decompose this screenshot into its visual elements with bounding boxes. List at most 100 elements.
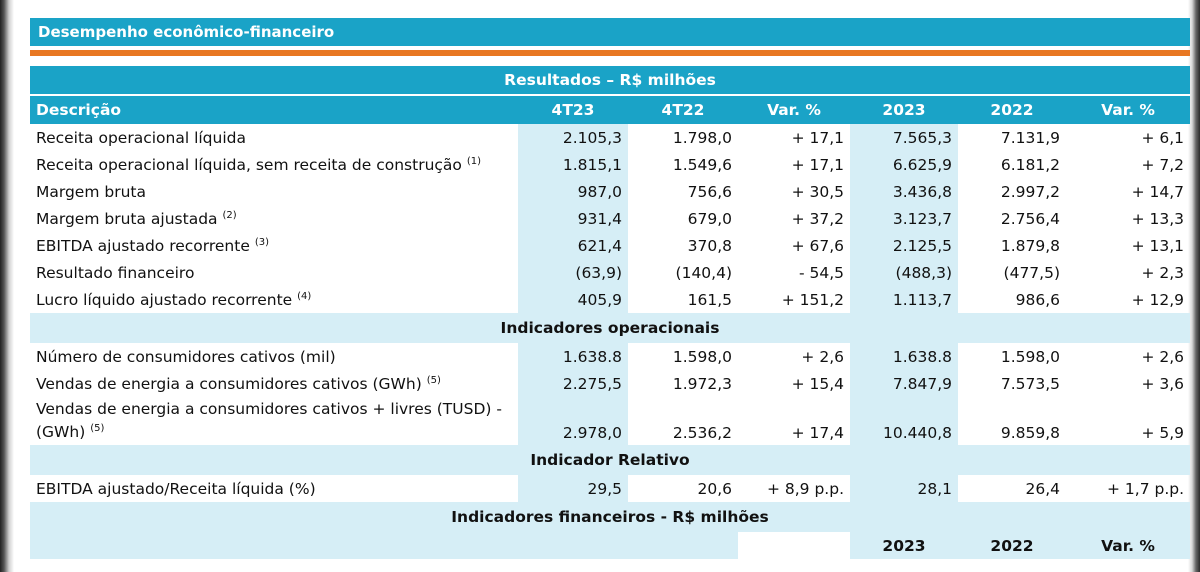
value-4t22: 370,8 bbox=[687, 236, 732, 255]
column-header-2023: 2023 bbox=[850, 96, 958, 124]
value-var-year: + 14,7 bbox=[1131, 182, 1185, 201]
row-label-cell: Vendas de energia a consumidores cativos… bbox=[30, 370, 518, 397]
operational-indicators-title: Indicadores operacionais bbox=[30, 313, 1191, 343]
value-2022: 7.131,9 bbox=[1000, 128, 1060, 147]
table-title-row: Resultados – R$ milhões bbox=[30, 66, 1191, 96]
value-var-quarter: + 15,4 bbox=[791, 374, 844, 393]
value-var-quarter: + 151,2 bbox=[781, 290, 844, 309]
column-header-var-year: Var. % bbox=[1066, 96, 1191, 124]
value-var-quarter: + 2,6 bbox=[801, 347, 844, 366]
row-label-cell: Margem bruta ajustada (2) bbox=[30, 205, 518, 232]
value-2022: 2.756,4 bbox=[1000, 209, 1060, 228]
value-4t23: 987,0 bbox=[518, 178, 628, 205]
value-2023: 7.565,3 bbox=[850, 124, 958, 151]
value-var-year: + 13,3 bbox=[1131, 209, 1185, 228]
footnote-marker: (2) bbox=[222, 209, 237, 221]
row-label: EBITDA ajustado recorrente bbox=[36, 236, 250, 255]
table-row: Margem bruta 987,0 756,6 + 30,5 3.436,8 2.997… bbox=[30, 178, 1190, 205]
value-var-quarter: + 30,5 bbox=[791, 182, 844, 201]
value-2023: 1.638.8 bbox=[850, 343, 958, 370]
financial-header-2022: 2022 bbox=[958, 532, 1066, 559]
table-row: Lucro líquido ajustado recorrente (4) 405… bbox=[30, 286, 1190, 313]
table-row: Receita operacional líquida 2.105,3 1.798,… bbox=[30, 124, 1190, 151]
value-4t22: 756,6 bbox=[687, 182, 732, 201]
financial-indicators-title: Indicadores financeiros - R$ milhões bbox=[30, 502, 1191, 532]
relative-indicator-title-row: Indicador Relativo bbox=[30, 445, 1191, 475]
value-4t23: 621,4 bbox=[518, 232, 628, 259]
value-2022: 1.598,0 bbox=[1000, 347, 1060, 366]
value-var-year: + 7,2 bbox=[1141, 155, 1185, 174]
value-4t23: 405,9 bbox=[518, 286, 628, 313]
row-label-cell: Vendas de energia a consumidores cativos… bbox=[30, 397, 518, 445]
value-var-year: + 12,9 bbox=[1131, 290, 1185, 309]
row-label-cell: Número de consumidores cativos (mil) bbox=[30, 343, 518, 370]
table-row: Resultado financeiro (63,9) (140,4) - 54,5 (… bbox=[30, 259, 1190, 286]
value-var-year: + 2,6 bbox=[1141, 347, 1185, 366]
value-var-quarter: + 17,4 bbox=[791, 424, 844, 442]
row-label: Vendas de energia a consumidores cativos… bbox=[36, 374, 422, 393]
table-row: Vendas de energia a consumidores cativos… bbox=[30, 397, 1190, 445]
value-4t22: 1.549,6 bbox=[672, 155, 732, 174]
row-label: Número de consumidores cativos (mil) bbox=[36, 347, 336, 366]
column-header-4t22: 4T22 bbox=[628, 96, 738, 124]
financial-header-2023: 2023 bbox=[850, 532, 958, 559]
value-var-year: + 6,1 bbox=[1141, 128, 1185, 147]
column-header-description: Descrição bbox=[30, 96, 518, 124]
value-2023: 10.440,8 bbox=[850, 397, 958, 445]
value-var-quarter: + 37,2 bbox=[791, 209, 844, 228]
table-row: EBITDA ajustado recorrente (3) 621,4 370,8… bbox=[30, 232, 1190, 259]
value-var-quarter: + 67,6 bbox=[791, 236, 844, 255]
value-2022: 9.859,8 bbox=[1000, 424, 1060, 442]
footnote-marker: (4) bbox=[297, 290, 312, 302]
value-2022: 7.573,5 bbox=[1000, 374, 1060, 393]
footnote-marker: (1) bbox=[466, 155, 482, 167]
row-label: Margem bruta ajustada bbox=[36, 209, 218, 228]
value-4t23: 2.978,0 bbox=[518, 397, 628, 445]
value-4t22: 1.798,0 bbox=[672, 128, 732, 147]
value-2023: 1.113,7 bbox=[850, 286, 958, 313]
value-2023: 6.625,9 bbox=[850, 151, 958, 178]
value-2022: 26,4 bbox=[1025, 479, 1060, 498]
value-4t22: 1.598,0 bbox=[672, 347, 732, 366]
row-label-cell: Margem bruta bbox=[30, 178, 518, 205]
financial-header-blank bbox=[30, 532, 738, 559]
value-2022: 6.181,2 bbox=[1000, 155, 1060, 174]
value-4t23: 2.105,3 bbox=[518, 124, 628, 151]
operational-indicators-title-row: Indicadores operacionais bbox=[30, 313, 1191, 343]
value-4t23: 1.815,1 bbox=[518, 151, 628, 178]
value-var-quarter: + 17,1 bbox=[791, 155, 844, 174]
value-4t22: 1.972,3 bbox=[672, 374, 732, 393]
row-label-cell: EBITDA ajustado/Receita líquida (%) bbox=[30, 475, 518, 502]
value-var-quarter: + 17,1 bbox=[791, 128, 844, 147]
row-label: EBITDA ajustado/Receita líquida (%) bbox=[36, 479, 316, 498]
orange-divider bbox=[30, 50, 1190, 56]
value-2023: 3.436,8 bbox=[850, 178, 958, 205]
financial-header-var: Var. % bbox=[1066, 532, 1191, 559]
value-4t22: 679,0 bbox=[687, 209, 732, 228]
value-2023: 28,1 bbox=[850, 475, 958, 502]
page-edge-shadow-left bbox=[0, 0, 14, 572]
footnote-marker: (5) bbox=[426, 374, 441, 386]
value-2023: (488,3) bbox=[850, 259, 958, 286]
row-label: Receita operacional líquida, sem receita… bbox=[36, 155, 462, 174]
value-2023: 3.123,7 bbox=[850, 205, 958, 232]
row-label-cell: Receita operacional líquida bbox=[30, 124, 518, 151]
value-2022: (477,5) bbox=[1003, 263, 1060, 282]
section-title: Desempenho econômico-financeiro bbox=[30, 18, 1190, 46]
value-4t23: 931,4 bbox=[518, 205, 628, 232]
table-title: Resultados – R$ milhões bbox=[30, 66, 1191, 96]
row-label-cell: Resultado financeiro bbox=[30, 259, 518, 286]
table-row: EBITDA ajustado/Receita líquida (%) 29,5 2… bbox=[30, 475, 1190, 502]
value-4t23: 1.638.8 bbox=[518, 343, 628, 370]
footnote-marker: (5) bbox=[90, 423, 105, 434]
value-var-quarter: - 54,5 bbox=[798, 263, 844, 282]
row-label-cell: Receita operacional líquida, sem receita… bbox=[30, 151, 518, 178]
row-label: Resultado financeiro bbox=[36, 263, 195, 282]
value-4t23: (63,9) bbox=[518, 259, 628, 286]
column-header-var-quarter: Var. % bbox=[738, 96, 850, 124]
row-label: Receita operacional líquida bbox=[36, 128, 246, 147]
row-label-cell: Lucro líquido ajustado recorrente (4) bbox=[30, 286, 518, 313]
value-var-year: + 3,6 bbox=[1141, 374, 1185, 393]
value-4t22: 20,6 bbox=[697, 479, 732, 498]
